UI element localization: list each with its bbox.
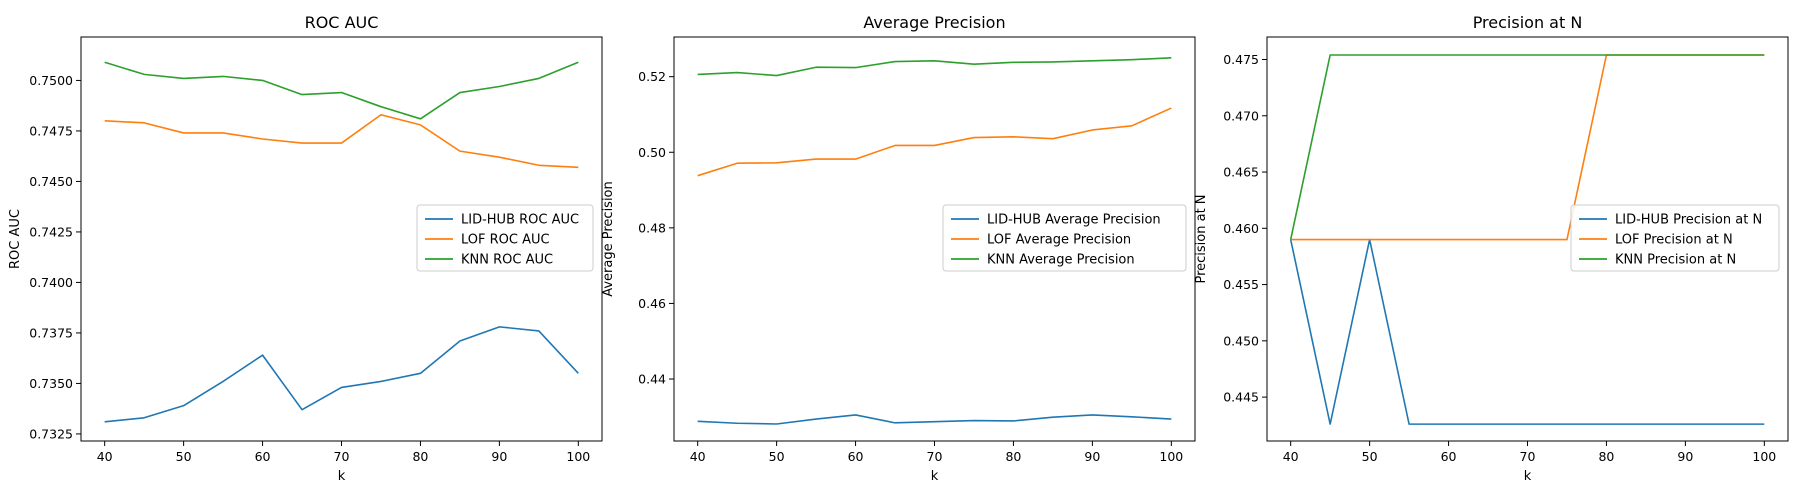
- y-tick-label: 0.7475: [29, 123, 73, 138]
- y-tick-label: 0.52: [638, 69, 666, 84]
- y-tick-label: 0.455: [1223, 277, 1259, 292]
- y-tick-label: 0.470: [1223, 108, 1259, 123]
- x-tick-label: 50: [769, 449, 785, 464]
- axes-frame: [1266, 36, 1789, 442]
- legend-box: [1570, 204, 1780, 272]
- x-axis-label: k: [338, 469, 346, 484]
- y-axis-label: ROC AUC: [8, 209, 23, 269]
- x-tick-label: 50: [1362, 449, 1378, 464]
- y-tick-label: 0.7400: [29, 275, 73, 290]
- legend-item-label: LOF Average Precision: [987, 233, 1131, 248]
- series-line-1: [697, 414, 1172, 425]
- y-axis-label: Average Precision: [601, 181, 616, 297]
- x-tick-label: 80: [1598, 449, 1614, 464]
- chart-title: Average Precision: [863, 13, 1005, 32]
- legend-item-label: KNN Average Precision: [987, 253, 1135, 268]
- chart-panel-1: ROC AUC 40 50 60 70 80 90 100 0.7325 0.7350 0.7375…: [8, 13, 603, 484]
- legend-item-label: LID-HUB Precision at N: [1615, 213, 1762, 228]
- x-tick-label: 50: [176, 449, 192, 464]
- y-tick-label: 0.50: [638, 145, 666, 160]
- y-tick-label: 0.7350: [29, 376, 73, 391]
- legend: LID-HUB Average Precision LOF Average Pre…: [942, 204, 1187, 272]
- x-tick-label: 100: [566, 449, 590, 464]
- legend-item-label: KNN Precision at N: [1615, 253, 1736, 268]
- y-tick-label: 0.7425: [29, 224, 73, 239]
- x-tick-label: 100: [1159, 449, 1183, 464]
- x-tick-label: 80: [412, 449, 428, 464]
- x-tick-label: 40: [690, 449, 706, 464]
- legend-item-label: LOF ROC AUC: [461, 233, 550, 248]
- x-tick-label: 100: [1752, 449, 1776, 464]
- x-tick-label: 60: [848, 449, 864, 464]
- x-tick-label: 90: [1677, 449, 1693, 464]
- legend: LID-HUB ROC AUC LOF ROC AUC KNN ROC AUC: [416, 204, 594, 272]
- x-tick-label: 40: [97, 449, 113, 464]
- series-line-3: [104, 61, 579, 120]
- y-tick-label: 0.450: [1223, 333, 1259, 348]
- y-tick-label: 0.7375: [29, 325, 73, 340]
- y-tick-label: 0.465: [1223, 165, 1259, 180]
- x-tick-label: 60: [1441, 449, 1457, 464]
- x-tick-label: 60: [255, 449, 271, 464]
- legend-item-label: LID-HUB ROC AUC: [461, 213, 579, 228]
- y-tick-label: 0.7450: [29, 174, 73, 189]
- x-tick-label: 70: [334, 449, 350, 464]
- y-tick-label: 0.475: [1223, 52, 1259, 67]
- x-tick-label: 90: [491, 449, 507, 464]
- chart-panel-3: Precision at N 40 50 60 70 80 90 100 0.445 0.450 0…: [1194, 13, 1789, 484]
- series-line-2: [697, 107, 1172, 177]
- x-axis-label: k: [931, 469, 939, 484]
- chart-title: ROC AUC: [305, 13, 379, 32]
- legend-item-label: LOF Precision at N: [1615, 233, 1733, 248]
- chart-title: Precision at N: [1473, 13, 1583, 32]
- y-axis-label: Precision at N: [1194, 194, 1209, 283]
- x-tick-label: 40: [1283, 449, 1299, 464]
- y-tick-label: 0.445: [1223, 390, 1259, 405]
- legend-item-label: KNN ROC AUC: [461, 253, 553, 268]
- y-tick-label: 0.48: [638, 220, 666, 235]
- y-tick-label: 0.46: [638, 296, 666, 311]
- series-line-3: [1289, 54, 1765, 240]
- y-tick-label: 0.7500: [29, 73, 73, 88]
- x-axis-label: k: [1524, 469, 1532, 484]
- series-line-1: [104, 326, 579, 423]
- chart-panel-2: Average Precision 40 50 60 70 80 90 100 0.44 0.46…: [601, 13, 1196, 484]
- y-tick-label: 0.460: [1223, 221, 1259, 236]
- legend: LID-HUB Precision at N LOF Precision at N…: [1570, 204, 1780, 272]
- legend-box: [942, 204, 1187, 272]
- x-tick-label: 70: [927, 449, 943, 464]
- x-tick-label: 90: [1084, 449, 1100, 464]
- axes-frame: [673, 36, 1196, 442]
- x-tick-label: 80: [1005, 449, 1021, 464]
- x-tick-label: 70: [1520, 449, 1536, 464]
- series-line-2: [104, 113, 579, 169]
- axes-frame: [80, 36, 603, 442]
- y-tick-label: 0.44: [638, 372, 666, 387]
- legend-box: [416, 204, 594, 272]
- series-line-3: [697, 56, 1172, 77]
- legend-item-label: LID-HUB Average Precision: [987, 213, 1161, 228]
- y-tick-label: 0.7325: [29, 426, 73, 441]
